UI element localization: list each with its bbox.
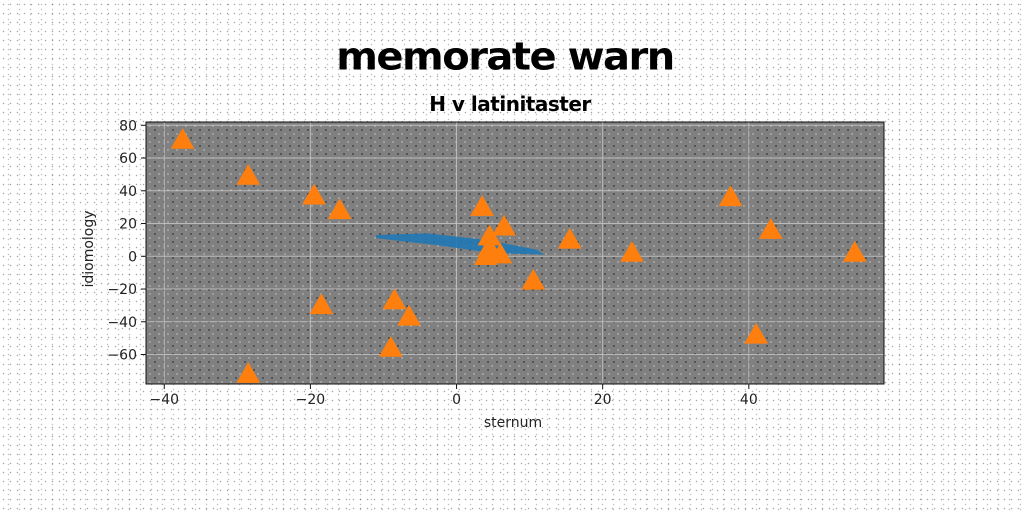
chart-title: memorate warn: [336, 35, 675, 79]
y-tick-label: 60: [119, 151, 137, 167]
y-tick-label: −60: [107, 348, 137, 364]
chart-subtitle: H v latinitaster: [429, 92, 591, 116]
scatter-point: [492, 214, 516, 236]
y-tick-label: −20: [107, 282, 137, 298]
x-tick-label: 0: [452, 392, 461, 408]
plot-frame: [145, 121, 885, 385]
y-tick-label: 80: [119, 118, 137, 134]
scatter-point: [557, 227, 582, 249]
chart-marks: [170, 128, 867, 383]
chart-axes: −40 −20 0 20 40 −60 −40 −20 0 20 40 60 80: [107, 118, 885, 408]
y-tick-label: 20: [119, 217, 137, 233]
x-tick-label: −20: [296, 392, 326, 408]
scatter-point: [236, 362, 261, 383]
x-tick-label: 40: [740, 392, 758, 408]
scatter-point: [236, 164, 261, 185]
x-tick-label: 20: [594, 392, 612, 408]
y-tick-label: −40: [107, 315, 137, 331]
scatter-point: [718, 185, 743, 207]
scatter-point: [620, 240, 644, 262]
scatter-point: [382, 288, 407, 310]
y-tick-label: 0: [128, 249, 137, 265]
y-tick-label: 40: [119, 184, 137, 200]
scatter-point: [758, 218, 783, 239]
scatter-point: [397, 304, 421, 326]
x-axis-label: sternum: [484, 415, 542, 431]
x-tick-label: −40: [149, 392, 179, 408]
scatter-point: [488, 242, 513, 264]
scatter-point: [378, 335, 403, 357]
scatter-point: [744, 322, 768, 344]
scatter-point: [470, 195, 494, 216]
scatter-point: [170, 128, 195, 149]
scatter-point: [327, 198, 352, 220]
scatter-point: [842, 240, 867, 262]
scatter-point: [309, 293, 334, 315]
scatter-point: [302, 183, 326, 205]
scatter-point: [521, 268, 546, 290]
y-axis-label: idiomology: [81, 210, 97, 287]
